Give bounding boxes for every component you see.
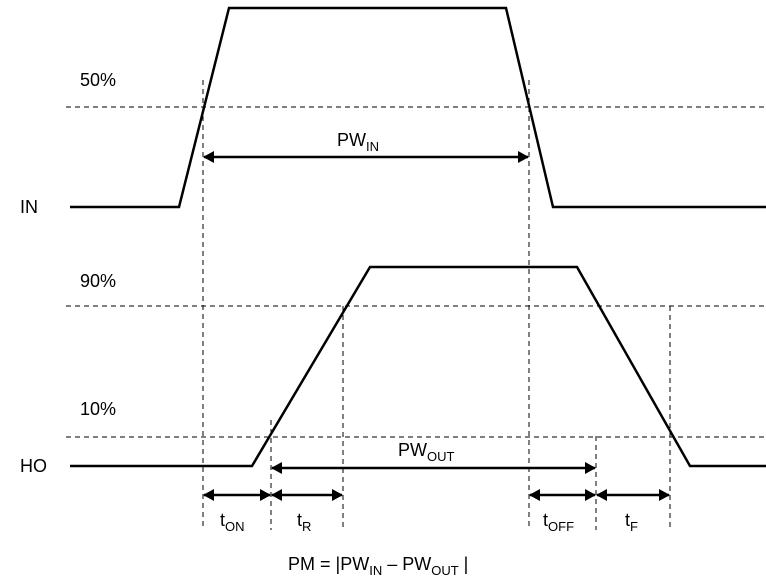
- threshold-10-label: 10%: [80, 399, 116, 419]
- t-f-label-sub: F: [630, 519, 638, 534]
- pw-out-label-main: PW: [398, 440, 427, 460]
- t-f-label: tF: [625, 510, 638, 534]
- formula-minus: –: [382, 554, 402, 574]
- formula-prefix: PM =: [288, 554, 336, 574]
- t-f-label-main: t: [625, 510, 630, 530]
- formula-pw-out-sub: OUT: [431, 563, 459, 578]
- pm-formula: PM = |PWIN – PWOUT |: [288, 554, 468, 578]
- t-off-label-main: t: [543, 510, 548, 530]
- threshold-50-label: 50%: [80, 70, 116, 90]
- formula-pw-in-sub: IN: [369, 563, 382, 578]
- t-on-label-main: t: [220, 510, 225, 530]
- t-r-label-main: t: [297, 510, 302, 530]
- formula-pw-in-main: PW: [340, 554, 369, 574]
- pw-in-label-sub: IN: [366, 139, 379, 154]
- pw-out-label: PWOUT: [398, 440, 455, 464]
- t-on-label: tON: [220, 510, 245, 534]
- pw-in-label: PWIN: [337, 130, 379, 154]
- in-waveform: [70, 6, 766, 209]
- ho-waveform: [70, 265, 766, 468]
- threshold-90-label: 90%: [80, 271, 116, 291]
- t-r-label-sub: R: [302, 519, 311, 534]
- formula-bar-left: |: [336, 554, 341, 574]
- pw-in-label-main: PW: [337, 130, 366, 150]
- t-off-label: tOFF: [543, 510, 574, 534]
- pw-out-label-sub: OUT: [427, 449, 455, 464]
- formula-pw-out-main: PW: [402, 554, 431, 574]
- t-r-label: tR: [297, 510, 311, 534]
- t-on-label-sub: ON: [225, 519, 245, 534]
- in-signal-label: IN: [20, 197, 38, 217]
- ho-signal-label: HO: [20, 456, 47, 476]
- formula-bar-right: |: [459, 554, 469, 574]
- t-off-label-sub: OFF: [548, 519, 574, 534]
